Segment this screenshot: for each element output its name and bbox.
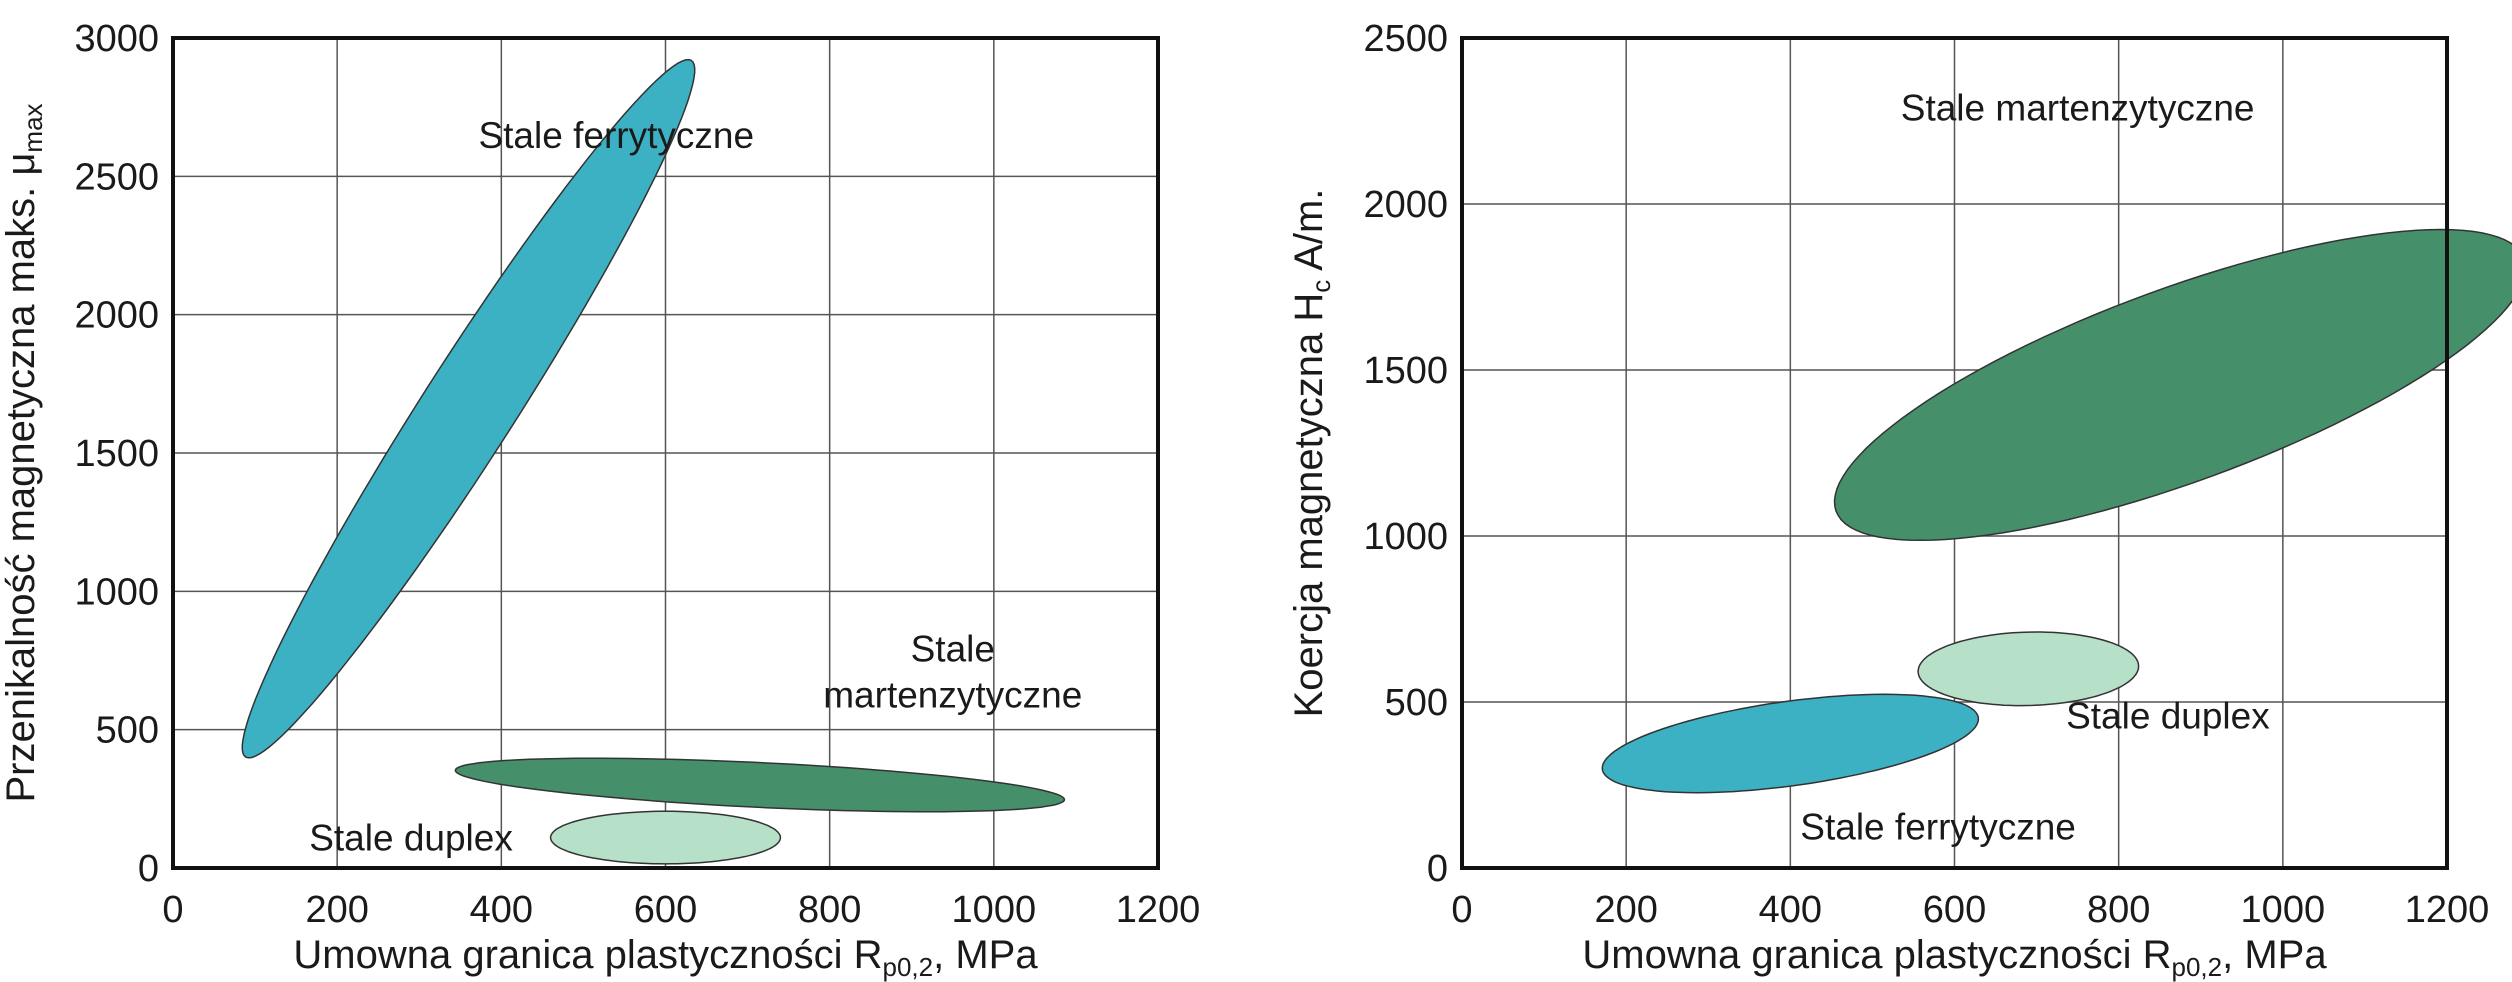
- region-ellipse-1: [241, 58, 696, 759]
- y-tick-label: 2500: [74, 156, 159, 198]
- region-label-1: Stale martenzytyczne: [1901, 88, 2255, 129]
- region-ellipse-2: [454, 757, 1066, 813]
- x-axis-label-tail: , MPa: [933, 933, 1038, 977]
- region-ellipse-3: [1917, 631, 2140, 707]
- y-tick-label: 1000: [74, 571, 159, 613]
- x-axis-label: Umowna granica plastyczności Rp0,2, MPa: [293, 933, 1038, 982]
- region-label-3: Stale duplex: [2066, 695, 2270, 736]
- x-tick-label: 0: [1451, 889, 1472, 931]
- x-tick-label: 600: [1923, 889, 1986, 931]
- y-axis-label-sub: c: [1306, 280, 1336, 293]
- x-tick-labels: 0 200 400 600 800 1000 1200: [1451, 889, 2489, 931]
- y-tick-label: 0: [138, 848, 159, 890]
- x-axis-label-sub: p0,2: [883, 952, 934, 982]
- x-tick-label: 600: [634, 889, 697, 931]
- y-tick-label: 0: [1427, 848, 1448, 890]
- chart-1: Stale ferrytyczne Stale martenzytyczne Stal…: [0, 18, 1200, 982]
- y-tick-label: 1500: [74, 433, 159, 475]
- regions: [1601, 228, 2512, 794]
- x-axis-label: Umowna granica plastyczności Rp0,2, MPa: [1582, 933, 2327, 982]
- y-tick-label: 500: [1385, 682, 1448, 724]
- chart-2: Stale martenzytyczne Stale ferrytyczne Sta…: [1287, 18, 2512, 982]
- x-tick-label: 1000: [952, 889, 1037, 931]
- region-label-1: Stale ferrytyczne: [478, 115, 754, 156]
- x-tick-label: 400: [470, 889, 533, 931]
- y-tick-label: 2500: [1363, 18, 1448, 60]
- y-tick-labels: 0 500 1000 1500 2000 2500: [1363, 18, 1448, 890]
- x-tick-label: 400: [1759, 889, 1822, 931]
- x-tick-label: 0: [162, 889, 183, 931]
- y-tick-label: 2000: [74, 295, 159, 337]
- plot-frame: [171, 36, 1160, 870]
- x-axis-label-sub: p0,2: [2172, 952, 2223, 982]
- region-label-2: Stale: [911, 629, 995, 670]
- regions: [241, 58, 1066, 865]
- region-label-2: Stale ferrytyczne: [1800, 807, 2076, 848]
- x-tick-label: 200: [1594, 889, 1657, 931]
- y-tick-label: 1500: [1363, 350, 1448, 392]
- region-ellipse-2: [1601, 693, 1980, 794]
- region-label-3: Stale duplex: [309, 818, 513, 859]
- y-axis-label: Koercja magnetyczna Hc A/m.: [1287, 189, 1336, 718]
- region-labels: Stale martenzytyczne Stale ferrytyczne Sta…: [1800, 88, 2270, 848]
- y-axis-label-sub: max: [18, 103, 48, 152]
- y-tick-label: 2000: [1363, 184, 1448, 226]
- plot-frame: [1460, 36, 2449, 870]
- y-tick-label: 500: [96, 710, 159, 752]
- region-ellipse-3: [549, 810, 782, 865]
- x-tick-label: 800: [2087, 889, 2150, 931]
- region-ellipse-1: [1833, 228, 2512, 542]
- y-axis-label-tail: A/m.: [1287, 189, 1331, 280]
- y-axis-label-main: Koercja magnetyczna H: [1287, 293, 1331, 718]
- gridlines: [173, 38, 1158, 868]
- x-tick-label: 800: [798, 889, 861, 931]
- x-tick-label: 1200: [2405, 889, 2490, 931]
- x-axis-label-tail: , MPa: [2222, 933, 2327, 977]
- region-label-2: martenzytyczne: [823, 675, 1082, 716]
- y-axis-label-main: Przenikalność magnetyczna maks. μ: [0, 153, 43, 803]
- x-tick-label: 1000: [2241, 889, 2326, 931]
- region-labels: Stale ferrytyczne Stale martenzytyczne Stal…: [309, 115, 1082, 859]
- y-tick-label: 3000: [74, 18, 159, 60]
- x-tick-label: 1200: [1116, 889, 1201, 931]
- y-axis-label: Przenikalność magnetyczna maks. μmax: [0, 103, 48, 802]
- y-tick-label: 1000: [1363, 516, 1448, 558]
- x-axis-label-main: Umowna granica plastyczności R: [293, 933, 882, 977]
- x-tick-labels: 0 200 400 600 800 1000 1200: [162, 889, 1200, 931]
- x-axis-label-main: Umowna granica plastyczności R: [1582, 933, 2171, 977]
- x-tick-label: 200: [305, 889, 368, 931]
- y-tick-labels: 0 500 1000 1500 2000 2500 3000: [74, 18, 159, 890]
